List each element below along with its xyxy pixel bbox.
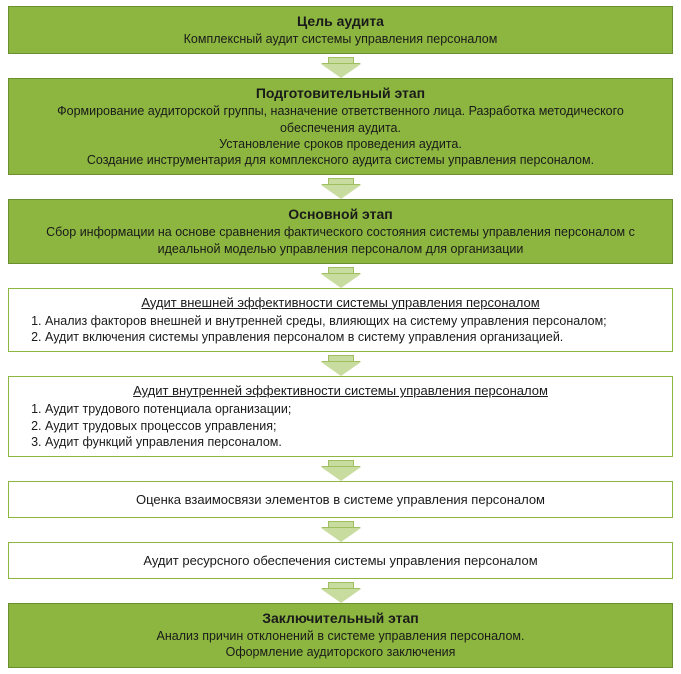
main-body: Сбор информации на основе сравнения факт… bbox=[19, 224, 662, 257]
int-item-2: Аудит трудовых процессов управления; bbox=[45, 418, 662, 434]
arrow-4 bbox=[321, 354, 361, 377]
prep-line2: Установление сроков проведения аудита. bbox=[19, 136, 662, 152]
ext-subtitle: Аудит внешней эффективности системы упра… bbox=[19, 295, 662, 310]
int-item-3: Аудит функций управления персоналом. bbox=[45, 434, 662, 450]
block-prep: Подготовительный этап Формирование аудит… bbox=[8, 78, 673, 175]
prep-line1: Формирование аудиторской группы, назначе… bbox=[19, 103, 662, 136]
arrow-2 bbox=[321, 177, 361, 200]
arrow-1 bbox=[321, 56, 361, 79]
arrow-5 bbox=[321, 459, 361, 482]
int-list: Аудит трудового потенциала организации; … bbox=[19, 401, 662, 450]
eval-text: Оценка взаимосвязи элементов в системе у… bbox=[136, 492, 545, 507]
block-goal: Цель аудита Комплексный аудит системы уп… bbox=[8, 6, 673, 54]
block-main: Основной этап Сбор информации на основе … bbox=[8, 199, 673, 264]
prep-line3: Создание инструментария для комплексного… bbox=[19, 152, 662, 168]
final-line1: Анализ причин отклонений в системе управ… bbox=[19, 628, 662, 644]
main-title: Основной этап bbox=[19, 206, 662, 222]
ext-list: Анализ факторов внешней и внутренней сре… bbox=[19, 313, 662, 346]
final-line2: Оформление аудиторского заключения bbox=[19, 644, 662, 660]
flowchart: Цель аудита Комплексный аудит системы уп… bbox=[8, 6, 673, 668]
int-item-1: Аудит трудового потенциала организации; bbox=[45, 401, 662, 417]
arrow-6 bbox=[321, 520, 361, 543]
arrow-3 bbox=[321, 266, 361, 289]
int-subtitle: Аудит внутренней эффективности системы у… bbox=[19, 383, 662, 398]
block-int-audit: Аудит внутренней эффективности системы у… bbox=[8, 376, 673, 457]
prep-title: Подготовительный этап bbox=[19, 85, 662, 101]
block-final: Заключительный этап Анализ причин отклон… bbox=[8, 603, 673, 668]
final-title: Заключительный этап bbox=[19, 610, 662, 626]
goal-body: Комплексный аудит системы управления пер… bbox=[19, 31, 662, 47]
block-ext-audit: Аудит внешней эффективности системы упра… bbox=[8, 288, 673, 353]
goal-title: Цель аудита bbox=[19, 13, 662, 29]
resource-text: Аудит ресурсного обеспечения системы упр… bbox=[143, 553, 537, 568]
ext-item-2: Аудит включения системы управления персо… bbox=[45, 329, 662, 345]
ext-item-1: Анализ факторов внешней и внутренней сре… bbox=[45, 313, 662, 329]
arrow-7 bbox=[321, 581, 361, 604]
block-eval: Оценка взаимосвязи элементов в системе у… bbox=[8, 481, 673, 518]
block-resource: Аудит ресурсного обеспечения системы упр… bbox=[8, 542, 673, 579]
